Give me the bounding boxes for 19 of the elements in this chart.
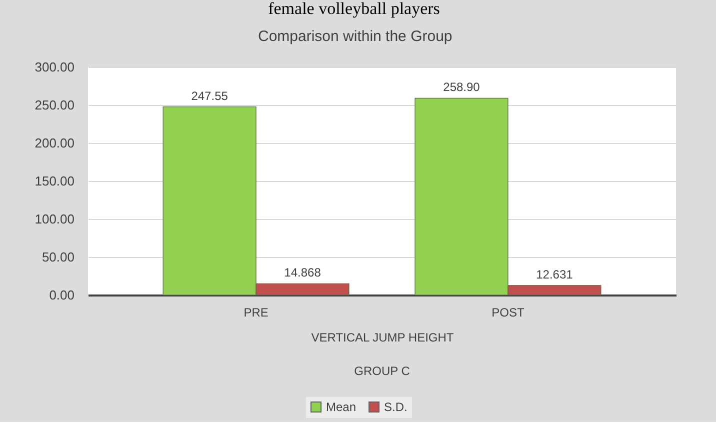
- y-tick-label: 250.00: [34, 98, 74, 112]
- data-label: 14.868: [284, 266, 322, 280]
- text: female volleyball players: [268, 0, 440, 18]
- data-label: 247.55: [191, 88, 228, 103]
- text: GROUP C: [354, 364, 410, 378]
- y-tick-label: 300.00: [34, 60, 74, 74]
- y-tick-label: 50.00: [42, 250, 74, 264]
- data-label: 258.90: [443, 80, 480, 94]
- y-tick-label: 200.00: [34, 136, 74, 150]
- legend-label: Mean: [326, 400, 356, 414]
- data-label: 12.631: [536, 267, 574, 282]
- y-tick-label: 150.00: [34, 174, 74, 188]
- y-tick-label: 100.00: [34, 212, 74, 226]
- x-tick-label: PRE: [244, 306, 268, 320]
- x-tick-label: POST: [492, 306, 525, 320]
- chart-title: Comparison within the Group: [258, 28, 452, 45]
- x-axis-title: VERTICAL JUMP HEIGHT: [311, 330, 454, 344]
- y-tick-label: 0.00: [49, 288, 74, 302]
- legend-label: S.D.: [384, 400, 408, 414]
